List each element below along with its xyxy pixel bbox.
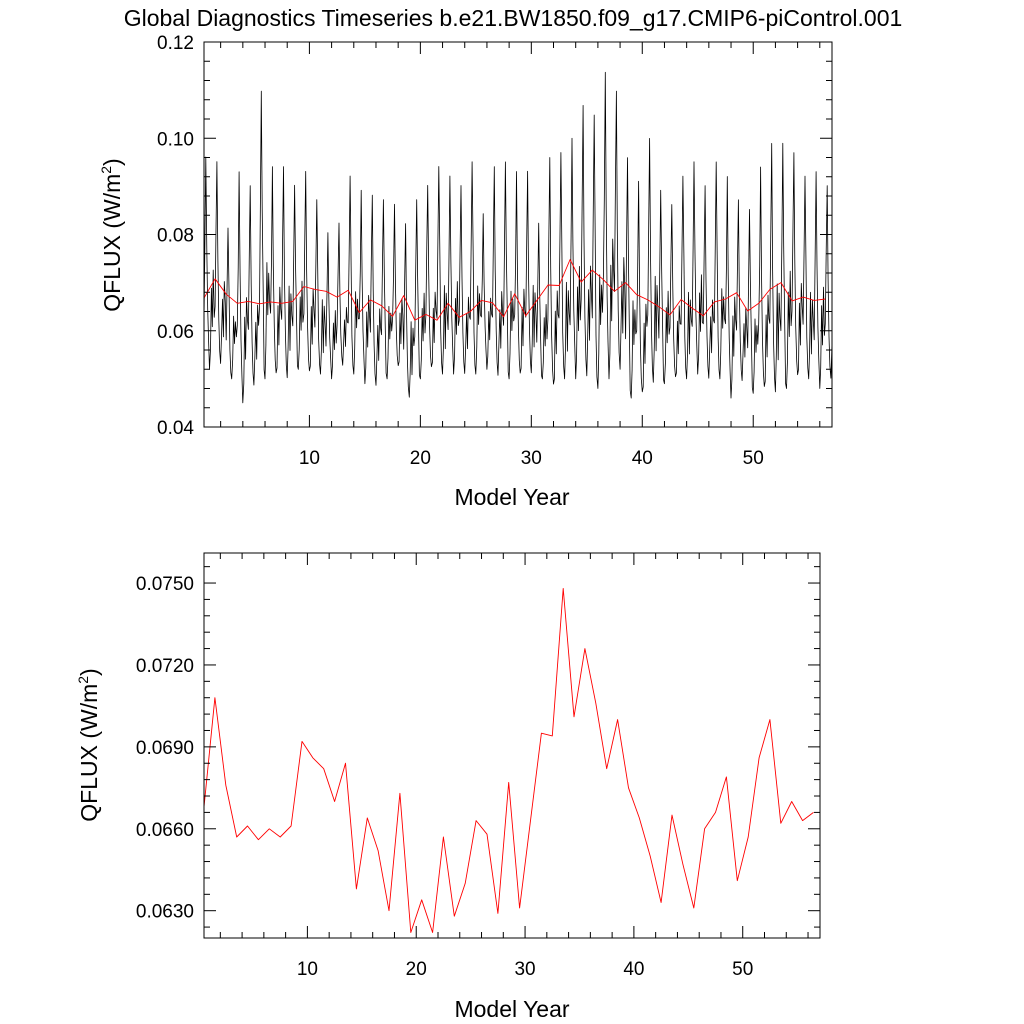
panel-bottom-marks xyxy=(204,588,814,933)
panel-top-ticks: 0.04 0.06 0.08 0.10 0.12 10 20 30 40 50 xyxy=(157,33,832,469)
panel-top-y-axis-label: QFLUX (W/m2) xyxy=(98,158,125,311)
panel-top-series-annual xyxy=(204,259,826,321)
panel-top-x-tick-label: 30 xyxy=(521,448,542,469)
panel-bottom-x-tick-label: 40 xyxy=(623,959,644,980)
panel-top-x-tick-label: 10 xyxy=(299,448,320,469)
panel-bottom-y-axis-label-end: ) xyxy=(76,668,102,676)
panel-top-y-axis-label-end: ) xyxy=(99,158,125,166)
figure-title: Global Diagnostics Timeseries b.e21.BW18… xyxy=(124,5,903,31)
panel-bottom-y-tick-label: 0.0630 xyxy=(136,902,194,923)
panel-top-marks xyxy=(204,71,832,404)
panel-top-x-tick-label: 50 xyxy=(743,448,764,469)
panel-top: 0.04 0.06 0.08 0.10 0.12 10 20 30 40 50 Model Yea… xyxy=(98,33,833,510)
panel-bottom-y-axis-label-sup: 2 xyxy=(75,676,91,684)
panel-bottom-x-tick-label: 20 xyxy=(406,959,427,980)
panel-top-y-tick-label: 0.08 xyxy=(157,226,194,247)
panel-bottom-x-tick-label: 10 xyxy=(297,959,318,980)
panel-top-y-tick-label: 0.04 xyxy=(157,418,194,439)
panel-bottom-x-tick-label: 50 xyxy=(732,959,753,980)
panel-top-y-axis-label-sup: 2 xyxy=(98,166,114,174)
panel-top-y-tick-label: 0.10 xyxy=(157,129,194,150)
panel-bottom-ticks: 0.0630 0.0660 0.0690 0.0720 0.0750 10 20 30 40 50 xyxy=(136,553,820,980)
panel-top-x-tick-label: 20 xyxy=(410,448,431,469)
panel-bottom-x-axis-label: Model Year xyxy=(454,996,569,1022)
panel-bottom-y-tick-label: 0.0690 xyxy=(136,738,194,759)
panel-bottom-y-axis-label-main: QFLUX (W/m xyxy=(76,684,102,822)
panel-top-x-tick-label: 40 xyxy=(632,448,653,469)
panel-bottom-frame xyxy=(203,552,821,939)
panel-bottom-x-tick-label: 30 xyxy=(514,959,535,980)
panel-top-y-axis-label-main: QFLUX (W/m xyxy=(99,174,125,312)
panel-bottom-y-axis-label: QFLUX (W/m2) xyxy=(75,668,102,821)
panel-top-y-tick-label: 0.12 xyxy=(157,33,194,54)
panel-bottom: 0.0630 0.0660 0.0690 0.0720 0.0750 10 20 30 40 50… xyxy=(75,552,821,1022)
panel-top-x-axis-label: Model Year xyxy=(454,484,569,510)
panel-bottom-y-tick-label: 0.0750 xyxy=(136,574,194,595)
panel-top-y-tick-label: 0.06 xyxy=(157,322,194,343)
panel-bottom-y-tick-label: 0.0720 xyxy=(136,656,194,677)
panel-top-series-monthly xyxy=(204,71,832,404)
panel-bottom-series-annual xyxy=(204,588,814,933)
panel-bottom-y-tick-label: 0.0660 xyxy=(136,820,194,841)
